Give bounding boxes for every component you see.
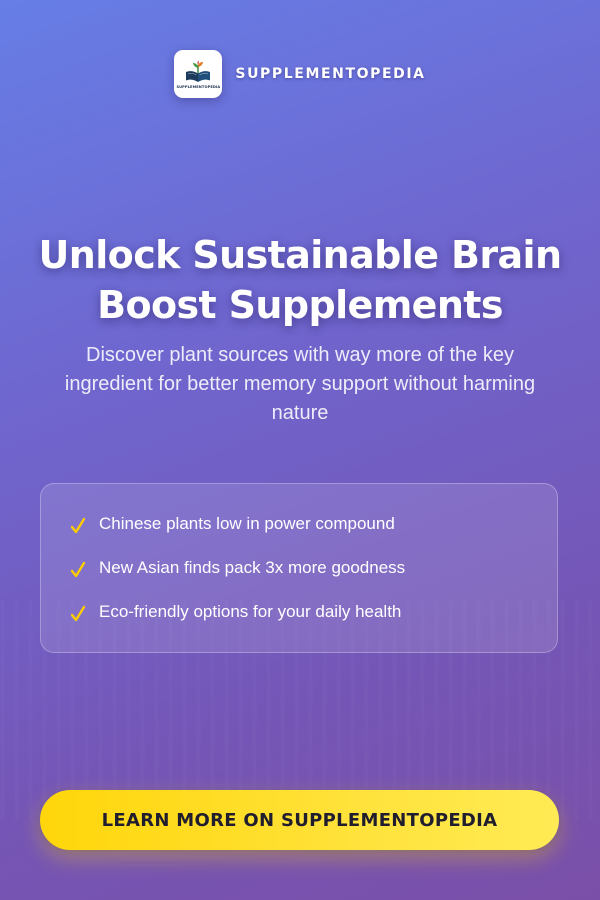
subheadline: Discover plant sources with way more of …: [64, 344, 536, 424]
checkmark-icon: [69, 561, 87, 579]
logo-wordmark: SUPPLEMENTOPEDIA: [176, 84, 221, 89]
feature-text: Eco-friendly options for your daily heal…: [99, 602, 402, 621]
feature-item: Eco-friendly options for your daily heal…: [69, 590, 557, 634]
checkmark-icon: [69, 605, 87, 623]
brand-name[interactable]: SUPPLEMENTOPEDIA: [235, 66, 426, 82]
brand-logo[interactable]: SUPPLEMENTOPEDIA: [174, 50, 223, 98]
feature-text: Chinese plants low in power compound: [99, 514, 395, 533]
checkmark-icon: [69, 517, 87, 535]
brand-header: SUPPLEMENTOPEDIA SUPPLEMENTOPEDIA: [0, 50, 600, 98]
open-book-with-plant-icon: [186, 60, 211, 82]
learn-more-button[interactable]: LEARN MORE ON SUPPLEMENTOPEDIA: [40, 790, 559, 850]
headline-line-2: Boost Supplements: [97, 283, 503, 327]
headline: Unlock Sustainable Brain Boost Supplemen…: [20, 230, 580, 330]
feature-item: New Asian finds pack 3x more goodness: [69, 546, 557, 590]
feature-item: Chinese plants low in power compound: [69, 502, 557, 546]
feature-text: New Asian finds pack 3x more goodness: [99, 558, 406, 577]
headline-line-1: Unlock Sustainable Brain: [38, 233, 562, 277]
feature-list: Chinese plants low in power compound New…: [40, 483, 558, 653]
